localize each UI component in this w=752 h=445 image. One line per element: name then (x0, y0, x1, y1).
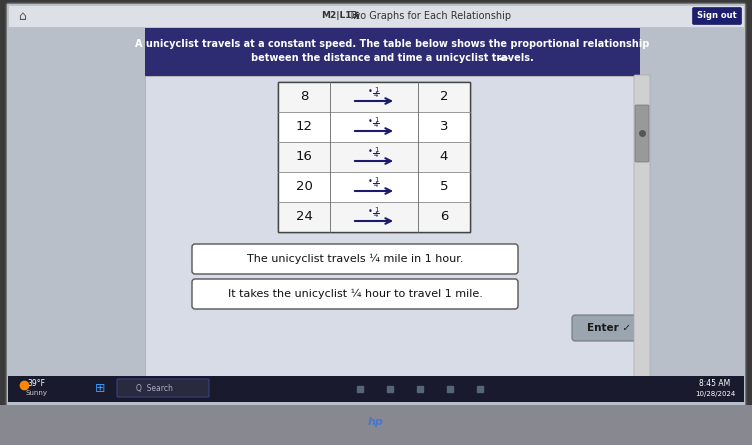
Text: 8: 8 (300, 90, 308, 104)
Text: ◄⧐: ◄⧐ (497, 53, 511, 62)
FancyBboxPatch shape (635, 105, 649, 162)
Text: The unicyclist travels ¼ mile in 1 hour.: The unicyclist travels ¼ mile in 1 hour. (247, 254, 463, 264)
Text: 1: 1 (374, 207, 378, 213)
Text: 2: 2 (440, 90, 448, 104)
FancyBboxPatch shape (192, 279, 518, 309)
Text: hp: hp (368, 417, 384, 427)
Text: •: • (368, 147, 372, 157)
Text: ℹ: ℹ (355, 11, 359, 21)
FancyBboxPatch shape (145, 76, 640, 376)
Text: 1: 1 (374, 147, 378, 153)
FancyBboxPatch shape (278, 142, 470, 172)
Text: Sunny: Sunny (25, 390, 47, 396)
Text: •: • (368, 207, 372, 217)
FancyBboxPatch shape (8, 5, 744, 27)
FancyBboxPatch shape (6, 3, 746, 407)
Text: 39°F: 39°F (27, 379, 45, 388)
Text: Sign out: Sign out (697, 12, 737, 20)
FancyBboxPatch shape (634, 75, 650, 377)
FancyBboxPatch shape (278, 112, 470, 142)
FancyBboxPatch shape (278, 172, 470, 202)
Text: 4: 4 (374, 182, 378, 188)
Text: 4: 4 (374, 122, 378, 128)
Text: 20: 20 (296, 181, 312, 194)
Text: •: • (368, 178, 372, 186)
FancyBboxPatch shape (278, 202, 470, 232)
Text: 1: 1 (374, 177, 378, 183)
Text: •: • (368, 117, 372, 126)
Text: Enter ✓: Enter ✓ (587, 323, 631, 333)
Text: 4: 4 (374, 92, 378, 98)
FancyBboxPatch shape (278, 82, 470, 112)
FancyBboxPatch shape (117, 379, 209, 397)
Text: 12: 12 (296, 121, 313, 134)
Text: Q  Search: Q Search (136, 384, 173, 392)
FancyBboxPatch shape (8, 376, 744, 402)
Text: A unicyclist travels at a constant speed. The table below shows the proportional: A unicyclist travels at a constant speed… (135, 39, 649, 49)
FancyBboxPatch shape (145, 28, 640, 76)
Text: 4: 4 (374, 212, 378, 218)
Text: Two Graphs for Each Relationship: Two Graphs for Each Relationship (348, 11, 511, 21)
Text: ⌂: ⌂ (18, 9, 26, 23)
Text: 10/28/2024: 10/28/2024 (695, 391, 735, 397)
Text: It takes the unicyclist ¼ hour to travel 1 mile.: It takes the unicyclist ¼ hour to travel… (228, 289, 483, 299)
Text: 24: 24 (296, 210, 312, 223)
Text: 16: 16 (296, 150, 312, 163)
Text: 6: 6 (440, 210, 448, 223)
Text: M2|L13: M2|L13 (322, 12, 359, 20)
Text: between the distance and time a unicyclist travels.: between the distance and time a unicycli… (250, 53, 533, 63)
FancyBboxPatch shape (278, 82, 470, 232)
FancyBboxPatch shape (0, 405, 752, 445)
Text: 1: 1 (374, 87, 378, 93)
Text: 4: 4 (374, 152, 378, 158)
Text: ⊞: ⊞ (95, 383, 105, 396)
FancyBboxPatch shape (572, 315, 646, 341)
Text: •: • (368, 88, 372, 97)
Text: 5: 5 (440, 181, 448, 194)
Text: 3: 3 (440, 121, 448, 134)
FancyBboxPatch shape (693, 8, 741, 24)
Text: 8:45 AM: 8:45 AM (699, 379, 731, 388)
Text: 1: 1 (374, 117, 378, 123)
Text: 4: 4 (440, 150, 448, 163)
FancyBboxPatch shape (192, 244, 518, 274)
